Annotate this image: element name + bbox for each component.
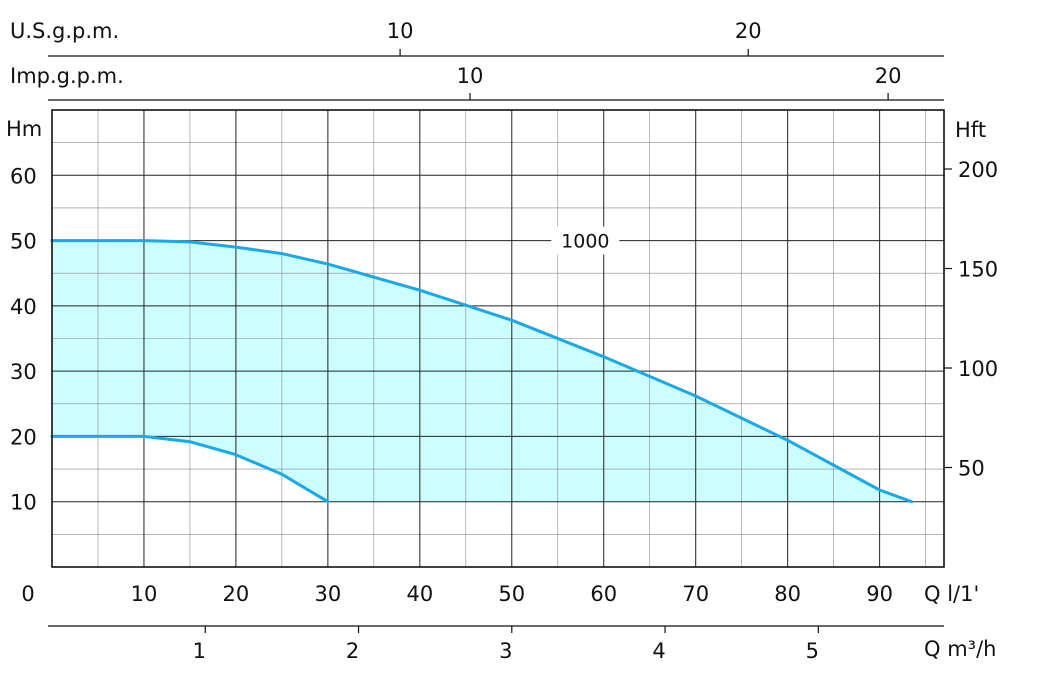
bottom-axis-title: Q l/1': [924, 582, 979, 606]
imp-gpm-tick-label: 20: [875, 64, 902, 88]
left-axis: Hm 10 20 30 40 50 60: [6, 117, 42, 515]
bottom-axes: 0 10 20 30 40 50 60 70 80 90 Q l/1' 1 2 3 4 5 Q m³/h: [21, 582, 996, 663]
left-tick-label: 50: [10, 230, 37, 254]
right-tick-label: 100: [958, 357, 998, 381]
plot-frame: [51, 109, 945, 568]
left-tick-label: 30: [10, 360, 37, 384]
curve-lower: [50, 434, 330, 504]
bottom-tick-label: 90: [866, 582, 893, 606]
curves-layer: [50, 239, 914, 504]
bottom-tick-label: 10: [131, 582, 158, 606]
bottom-tick-label: 70: [682, 582, 709, 606]
top-axes: U.S.g.p.m. 10 20 Imp.g.p.m. 10 20: [10, 19, 944, 101]
right-tick-label: 150: [958, 258, 998, 282]
bottom-tick-label: 80: [774, 582, 801, 606]
m3h-tick-label: 3: [499, 639, 512, 663]
bottom-tick-label: 0: [21, 582, 34, 606]
curve-label: 1000: [561, 231, 609, 253]
imp-gpm-tick-label: 10: [457, 64, 484, 88]
bottom-tick-label: 20: [223, 582, 250, 606]
bottom-tick-label: 30: [315, 582, 342, 606]
m3h-tick-label: 2: [346, 639, 359, 663]
m3h-tick-label: 4: [652, 639, 665, 663]
curve-labels: 1000: [551, 226, 620, 255]
bottom-tick-label: 60: [590, 582, 617, 606]
right-axis-title: Hft: [955, 118, 986, 142]
us-gpm-axis-title: U.S.g.p.m.: [10, 19, 119, 43]
curve-label-backdrop: [551, 226, 620, 255]
curve-upper: [50, 239, 914, 504]
left-tick-label: 60: [10, 164, 37, 188]
major-grid: [52, 110, 944, 567]
right-axis: Hft 50 100 150 200: [944, 118, 998, 481]
m3h-tick-label: 5: [806, 639, 819, 663]
right-tick-label: 200: [958, 158, 998, 182]
bottom-tick-label: 50: [498, 582, 525, 606]
m3h-tick-label: 1: [193, 639, 206, 663]
left-tick-label: 20: [10, 425, 37, 449]
left-tick-label: 10: [10, 491, 37, 515]
minor-grid: [52, 110, 944, 567]
right-tick-label: 50: [958, 457, 985, 481]
us-gpm-tick-label: 10: [387, 19, 414, 43]
m3h-axis-title: Q m³/h: [924, 637, 996, 661]
us-gpm-tick-label: 20: [735, 19, 762, 43]
left-tick-label: 40: [10, 295, 37, 319]
imp-gpm-axis-title: Imp.g.p.m.: [10, 64, 124, 88]
left-axis-title: Hm: [6, 117, 42, 141]
bottom-tick-label: 40: [406, 582, 433, 606]
